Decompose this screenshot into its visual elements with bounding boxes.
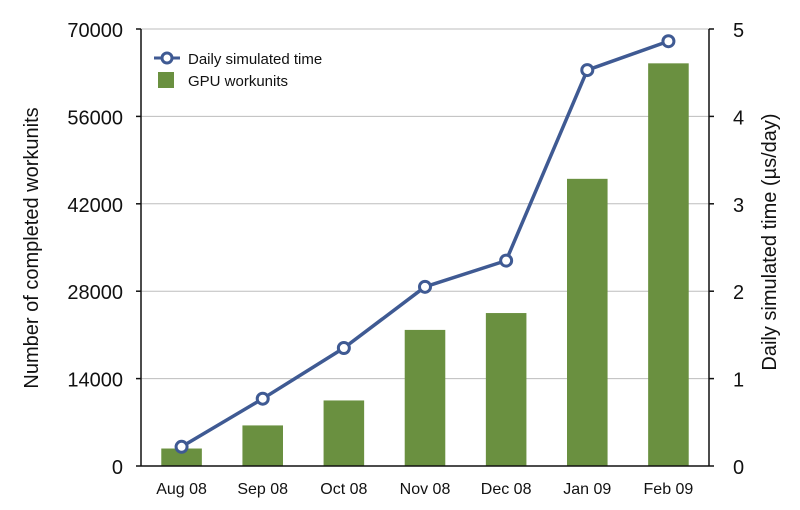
bar <box>485 313 527 466</box>
bar-series <box>161 63 689 467</box>
bar <box>323 400 365 466</box>
legend: Daily simulated time GPU workunits <box>154 51 322 90</box>
y-tick-label: 42000 <box>67 195 123 217</box>
line-point <box>499 253 514 268</box>
y2-tick-label: 1 <box>733 370 744 392</box>
x-tick-label: Feb 09 <box>644 481 694 498</box>
gridlines <box>141 28 709 380</box>
bar <box>648 63 689 466</box>
y-axis-title: Number of completed workunits <box>21 107 43 388</box>
bar <box>404 329 446 466</box>
y2-tick-label: 4 <box>733 107 744 129</box>
bar <box>242 425 283 466</box>
line-point <box>418 279 432 294</box>
legend-label-bar: GPU workunits <box>188 73 288 90</box>
bar <box>567 178 608 467</box>
y-tick-label: 70000 <box>67 20 123 42</box>
y-tick-label: 56000 <box>67 107 123 129</box>
legend-line-marker <box>160 51 174 65</box>
x-tick-label: Nov 08 <box>400 481 451 498</box>
x-tick-label: Jan 09 <box>563 481 611 498</box>
axes <box>136 28 714 467</box>
legend-label-line: Daily simulated time <box>188 51 322 68</box>
y2-axis-title: Daily simulated time (µs/day) <box>759 113 781 370</box>
y2-tick-label: 0 <box>733 457 744 479</box>
line-series <box>174 34 676 454</box>
line-point <box>174 439 189 454</box>
legend-bar-swatch <box>158 72 174 88</box>
line-point <box>580 63 595 78</box>
y-tick-label: 0 <box>112 457 123 479</box>
y2-tick-label: 5 <box>733 20 744 42</box>
y2-tick-label: 2 <box>733 282 744 304</box>
x-tick-label: Aug 08 <box>156 481 207 498</box>
x-tick-label: Dec 08 <box>481 481 532 498</box>
y-tick-label: 14000 <box>67 370 123 392</box>
line-point <box>255 391 270 406</box>
tick-labels: 0 14000 28000 42000 56000 70000 0 1 2 3 4 5 Aug 08 Se… <box>67 20 744 498</box>
x-tick-label: Sep 08 <box>237 481 288 498</box>
line-point <box>336 341 351 356</box>
x-tick-label: Oct 08 <box>320 481 367 498</box>
y-tick-label: 28000 <box>67 282 123 304</box>
y2-tick-label: 3 <box>733 195 744 217</box>
bar <box>161 448 202 466</box>
line-point <box>661 34 676 49</box>
